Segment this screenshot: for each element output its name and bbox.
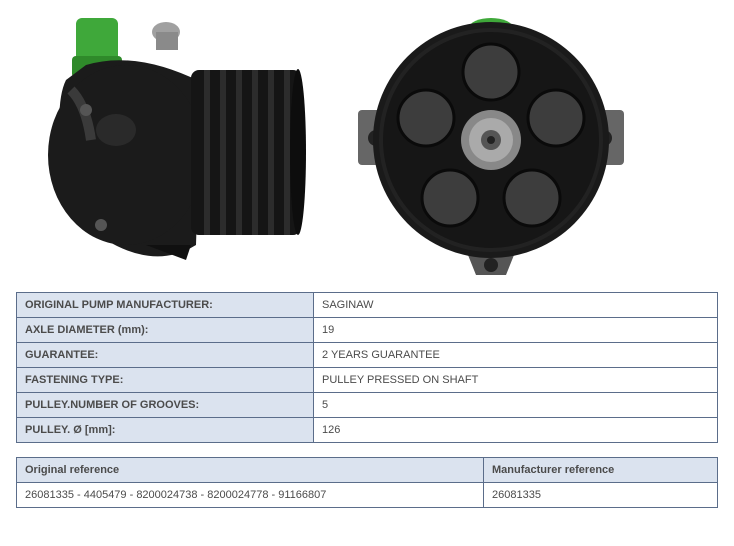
spec-value: 19 [314, 318, 718, 343]
page-container: ORIGINAL PUMP MANUFACTURER: SAGINAW AXLE… [0, 0, 734, 508]
manufacturer-reference-value: 26081335 [484, 483, 718, 508]
product-images-row [0, 0, 734, 292]
references-table: Original reference Manufacturer referenc… [16, 457, 718, 508]
spec-label: FASTENING TYPE: [17, 368, 314, 393]
header-manufacturer-reference: Manufacturer reference [484, 458, 718, 483]
product-image-side [16, 10, 306, 280]
spec-label: PULLEY. Ø [mm]: [17, 418, 314, 443]
table-header-row: Original reference Manufacturer referenc… [17, 458, 718, 483]
spec-value: PULLEY PRESSED ON SHAFT [314, 368, 718, 393]
table-row: GUARANTEE: 2 YEARS GUARANTEE [17, 343, 718, 368]
spec-value: 2 YEARS GUARANTEE [314, 343, 718, 368]
header-original-reference: Original reference [17, 458, 484, 483]
spec-label: AXLE DIAMETER (mm): [17, 318, 314, 343]
product-image-front [346, 10, 636, 280]
spec-value: 5 [314, 393, 718, 418]
spec-value: 126 [314, 418, 718, 443]
table-row: PULLEY.NUMBER OF GROOVES: 5 [17, 393, 718, 418]
table-row: ORIGINAL PUMP MANUFACTURER: SAGINAW [17, 293, 718, 318]
spec-label: ORIGINAL PUMP MANUFACTURER: [17, 293, 314, 318]
table-row: AXLE DIAMETER (mm): 19 [17, 318, 718, 343]
spec-value: SAGINAW [314, 293, 718, 318]
pump-front-svg [346, 10, 636, 280]
spec-label: PULLEY.NUMBER OF GROOVES: [17, 393, 314, 418]
spec-label: GUARANTEE: [17, 343, 314, 368]
table-row: 26081335 - 4405479 - 8200024738 - 820002… [17, 483, 718, 508]
table-row: FASTENING TYPE: PULLEY PRESSED ON SHAFT [17, 368, 718, 393]
table-row: PULLEY. Ø [mm]: 126 [17, 418, 718, 443]
pump-side-svg [16, 10, 306, 280]
specs-table: ORIGINAL PUMP MANUFACTURER: SAGINAW AXLE… [16, 292, 718, 443]
original-reference-value: 26081335 - 4405479 - 8200024738 - 820002… [17, 483, 484, 508]
